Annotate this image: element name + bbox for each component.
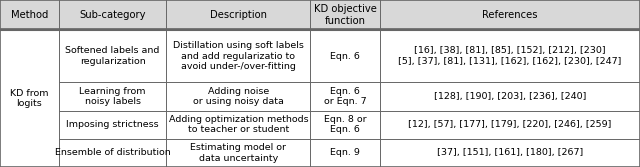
Text: Softened labels and
regularization: Softened labels and regularization [65,46,160,66]
Text: Eqn. 9: Eqn. 9 [330,148,360,157]
Text: Learning from
noisy labels: Learning from noisy labels [79,87,146,106]
Bar [0,139,640,167]
Text: Method: Method [11,10,48,20]
Bar [0,82,640,111]
Bar [0,0,640,30]
Text: [16], [38], [81], [85], [152], [212], [230]
[5], [37], [81], [131], [162], [162]: [16], [38], [81], [85], [152], [212], [2… [398,46,621,66]
Text: [12], [57], [177], [179], [220], [246], [259]: [12], [57], [177], [179], [220], [246], … [408,120,611,129]
Bar [0,111,640,139]
Text: [128], [190], [203], [236], [240]: [128], [190], [203], [236], [240] [433,92,586,101]
Text: Imposing strictness: Imposing strictness [67,120,159,129]
Text: Estimating model or
data uncertainty: Estimating model or data uncertainty [191,143,287,163]
Text: Eqn. 6: Eqn. 6 [330,52,360,61]
Text: KD objective
function: KD objective function [314,4,376,26]
Text: Eqn. 8 or
Eqn. 6: Eqn. 8 or Eqn. 6 [324,115,366,134]
Text: Description: Description [210,10,267,20]
Text: Adding optimization methods
to teacher or student: Adding optimization methods to teacher o… [168,115,308,134]
Text: Adding noise
or using noisy data: Adding noise or using noisy data [193,87,284,106]
Text: Ensemble of distribution: Ensemble of distribution [55,148,170,157]
Text: [37], [151], [161], [180], [267]: [37], [151], [161], [180], [267] [436,148,583,157]
Text: Sub-category: Sub-category [79,10,146,20]
Text: Eqn. 6
or Eqn. 7: Eqn. 6 or Eqn. 7 [324,87,366,106]
Text: KD from
logits: KD from logits [10,89,49,108]
Text: References: References [482,10,538,20]
Bar [0,30,640,82]
Text: Distillation using soft labels
and add regularizatio to
avoid under-/over-fittin: Distillation using soft labels and add r… [173,41,304,71]
